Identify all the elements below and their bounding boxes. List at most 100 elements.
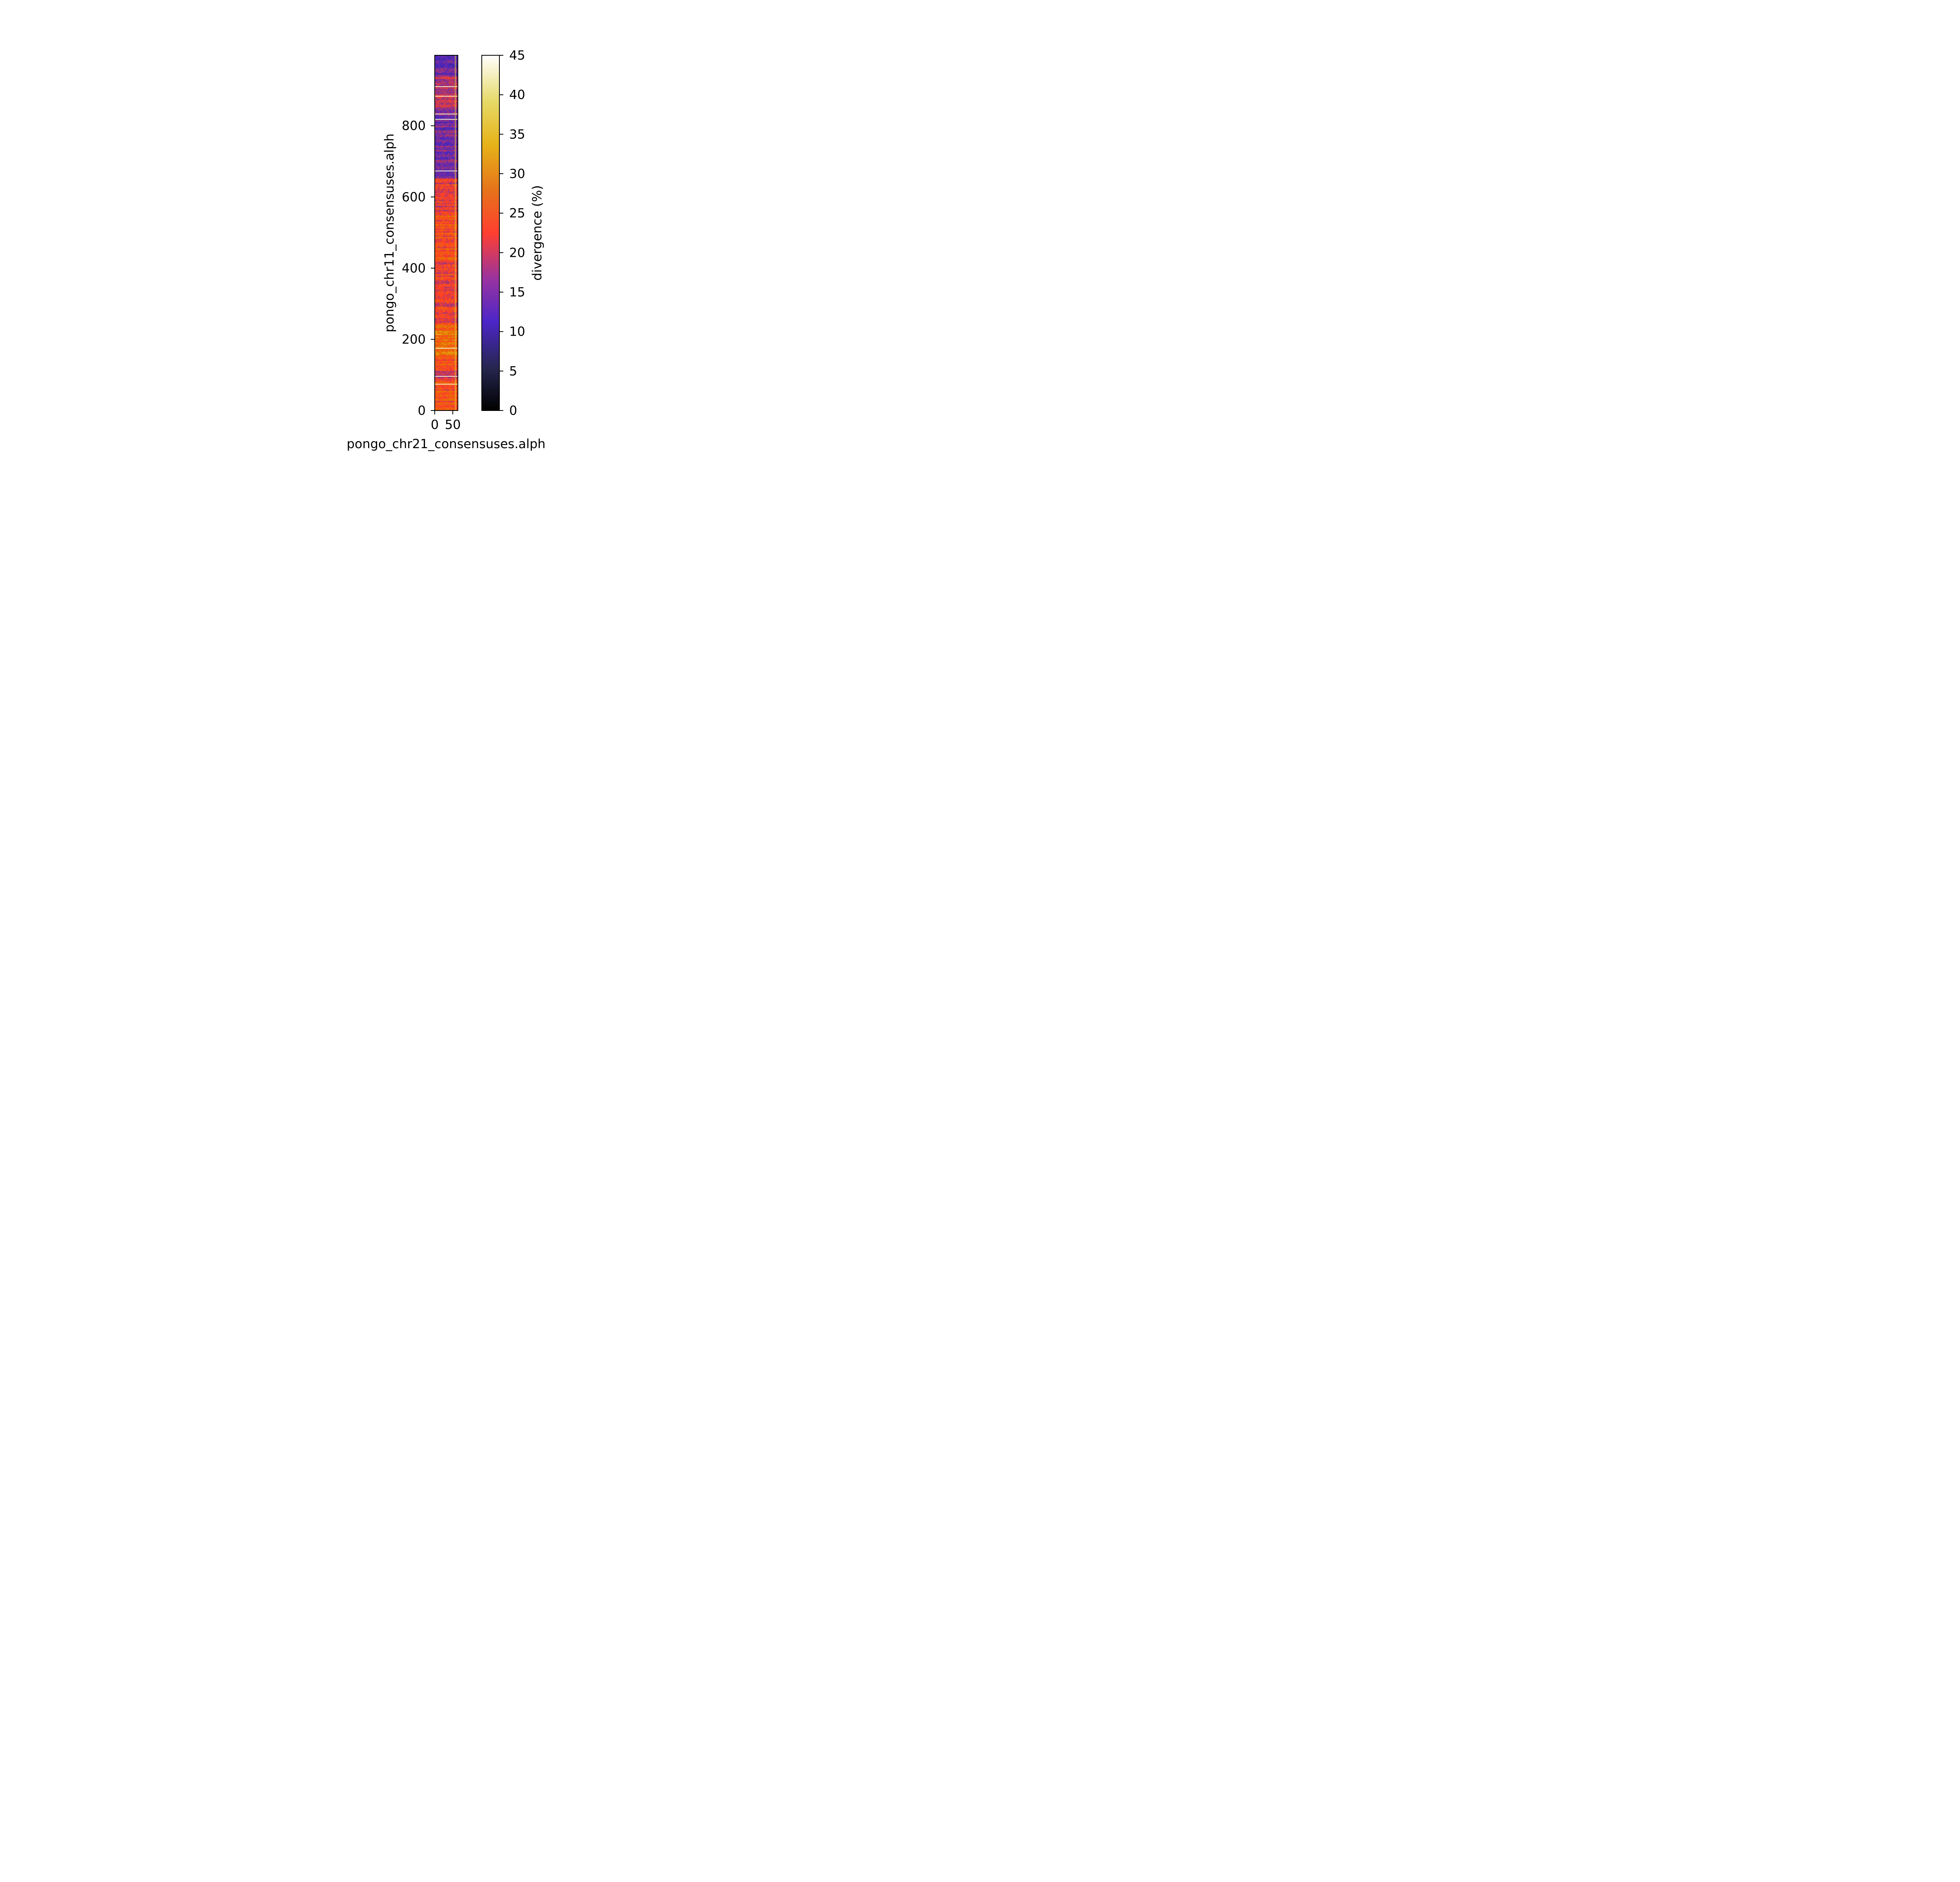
heatmap-cell xyxy=(443,105,445,107)
heatmap-cell xyxy=(452,151,454,153)
heatmap-cell xyxy=(456,295,458,297)
heatmap-cell xyxy=(440,311,442,312)
heatmap-cell xyxy=(437,64,439,66)
heatmap-cell xyxy=(456,211,458,213)
heatmap-cell xyxy=(448,281,450,283)
heatmap-cell xyxy=(437,62,439,64)
heatmap-cell xyxy=(445,181,446,183)
heatmap-cell xyxy=(442,235,444,237)
heatmap-cell xyxy=(436,111,438,113)
heatmap-cell xyxy=(439,308,441,310)
heatmap-cell xyxy=(443,121,445,123)
heatmap-cell xyxy=(448,117,450,119)
heatmap-cell xyxy=(450,283,452,285)
heatmap-cell xyxy=(435,279,437,281)
heatmap-cell xyxy=(453,205,456,207)
heatmap-cell xyxy=(455,180,457,182)
heatmap-cell xyxy=(452,235,454,237)
heatmap-cell xyxy=(450,164,452,166)
heatmap-cell xyxy=(445,267,446,269)
heatmap-cell xyxy=(442,278,444,280)
heatmap-cell xyxy=(439,59,441,61)
x-axis-label: pongo_chr21_consensuses.alph xyxy=(347,436,545,451)
heatmap-cell xyxy=(435,283,437,285)
heatmap-cell xyxy=(452,260,454,262)
heatmap-cell xyxy=(436,191,438,193)
heatmap-cell xyxy=(455,83,457,85)
heatmap-cell xyxy=(456,262,458,264)
heatmap-cell xyxy=(442,148,444,150)
heatmap-cell xyxy=(448,245,450,247)
heatmap-cell xyxy=(446,369,448,371)
heatmap-cell xyxy=(448,358,450,360)
heatmap-cell xyxy=(453,133,456,134)
heatmap-cell xyxy=(435,301,437,303)
heatmap-cells xyxy=(435,55,458,411)
heatmap-cell xyxy=(455,366,457,368)
heatmap-cell xyxy=(439,285,441,287)
heatmap-cell xyxy=(453,231,456,233)
heatmap-cell xyxy=(455,396,457,398)
heatmap-cell xyxy=(443,319,445,321)
heatmap-cell xyxy=(448,269,450,271)
heatmap-cell xyxy=(439,188,441,190)
heatmap-cell xyxy=(452,178,454,180)
heatmap-cell xyxy=(436,133,438,134)
heatmap-cell xyxy=(445,329,446,331)
heatmap-cell xyxy=(442,130,444,132)
heatmap-cell xyxy=(436,94,438,96)
heatmap-cell xyxy=(442,398,444,400)
heatmap-cell xyxy=(450,77,452,79)
heatmap-cell xyxy=(453,306,456,308)
heatmap-cell xyxy=(449,345,451,347)
heatmap-cell xyxy=(445,312,446,314)
heatmap-cell xyxy=(442,403,444,405)
heatmap-cell xyxy=(455,220,457,222)
heatmap-cell xyxy=(437,318,439,320)
heatmap-cell xyxy=(449,389,451,391)
heatmap-cell xyxy=(437,336,439,338)
heatmap-cell xyxy=(456,235,458,237)
heatmap-cell xyxy=(443,345,445,347)
heatmap-cell xyxy=(448,407,450,409)
heatmap-cell xyxy=(436,372,438,374)
heatmap-cell xyxy=(443,353,445,355)
heatmap-cell xyxy=(449,157,451,159)
heatmap-cell xyxy=(450,194,452,196)
heatmap-cell xyxy=(452,141,454,143)
heatmap-cell xyxy=(437,69,439,71)
heatmap-cell xyxy=(449,154,451,156)
heatmap-cell xyxy=(440,191,442,193)
heatmap-cell xyxy=(450,396,452,398)
heatmap-cell xyxy=(439,125,441,127)
heatmap-cell xyxy=(445,138,446,140)
heatmap-cell xyxy=(448,339,450,341)
heatmap-cell xyxy=(452,247,454,249)
heatmap-cell xyxy=(455,278,457,280)
heatmap-cell xyxy=(445,316,446,318)
heatmap-cell xyxy=(446,249,448,251)
heatmap-cell xyxy=(446,295,448,297)
heatmap-cell xyxy=(440,77,442,79)
heatmap-cell xyxy=(446,365,448,367)
heatmap-cell xyxy=(455,198,457,200)
heatmap-cell xyxy=(437,228,439,230)
heatmap-cell xyxy=(448,261,450,263)
heatmap-cell xyxy=(436,145,438,147)
heatmap-cell xyxy=(450,339,452,341)
heatmap-cell xyxy=(436,73,438,75)
heatmap-cell xyxy=(439,396,441,398)
heatmap-cell xyxy=(452,127,454,129)
heatmap-cell xyxy=(442,247,444,249)
heatmap-cell xyxy=(449,91,451,93)
heatmap-cell xyxy=(456,131,458,133)
heatmap-cell xyxy=(436,103,438,105)
heatmap-cell xyxy=(456,292,458,294)
heatmap-cell xyxy=(456,73,458,75)
heatmap-cell xyxy=(449,110,451,112)
heatmap-cell xyxy=(446,386,448,388)
heatmap-cell xyxy=(442,191,444,193)
heatmap-cell xyxy=(443,120,445,122)
heatmap-cell xyxy=(450,281,452,283)
heatmap-cell xyxy=(445,353,446,355)
